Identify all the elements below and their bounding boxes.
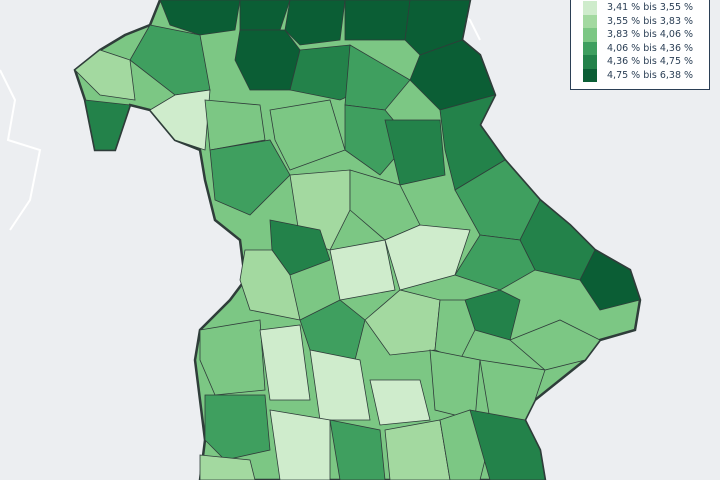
legend-swatch — [583, 1, 597, 15]
district — [269, 99, 346, 171]
district — [159, 0, 241, 36]
district — [329, 239, 396, 301]
legend-swatch — [583, 68, 597, 82]
legend-label: 3,55 % bis 3,83 % — [607, 15, 694, 27]
legend-swatch — [583, 55, 597, 69]
district — [204, 394, 271, 461]
district — [209, 139, 291, 216]
district — [199, 319, 266, 396]
district — [454, 234, 536, 291]
neighbor-border — [0, 69, 42, 231]
district — [509, 319, 601, 371]
district — [384, 119, 446, 186]
district — [329, 419, 386, 480]
district — [384, 419, 451, 480]
legend-label: 4,36 % bis 4,75 % — [607, 56, 694, 68]
legend-label: 3,41 % bis 3,55 % — [607, 2, 694, 14]
district — [469, 409, 546, 480]
legend-label: 4,06 % bis 4,36 % — [607, 42, 694, 54]
district — [284, 0, 346, 46]
district — [74, 49, 136, 101]
legend-label: 4,75 % bis 6,38 % — [607, 69, 694, 81]
legend-item: 3,83 % bis 4,06 % — [583, 28, 709, 42]
district — [204, 99, 266, 151]
district — [84, 99, 131, 151]
district — [299, 299, 366, 361]
district — [429, 349, 481, 421]
district — [369, 379, 431, 426]
legend-item: 4,06 % bis 4,36 % — [583, 41, 709, 55]
legend-item: 3,41 % bis 3,55 % — [583, 1, 709, 15]
district — [434, 299, 476, 361]
legend-item: 4,36 % bis 4,75 % — [583, 55, 709, 69]
legend-label: 3,83 % bis 4,06 % — [607, 29, 694, 41]
district — [344, 0, 411, 41]
district — [579, 249, 641, 311]
district — [269, 219, 331, 276]
district — [269, 409, 331, 480]
legend-item: 3,55 % bis 3,83 % — [583, 14, 709, 28]
legend: 3,41 % bis 3,55 % 3,55 % bis 3,83 % 3,83 %… — [570, 0, 710, 90]
district — [259, 324, 311, 401]
district — [384, 224, 471, 291]
legend-swatch — [583, 41, 597, 55]
district — [309, 349, 371, 421]
district — [199, 454, 256, 480]
legend-swatch — [583, 14, 597, 28]
district — [479, 359, 546, 421]
legend-swatch — [583, 28, 597, 42]
legend-item: 4,75 % bis 6,38 % — [583, 68, 709, 82]
